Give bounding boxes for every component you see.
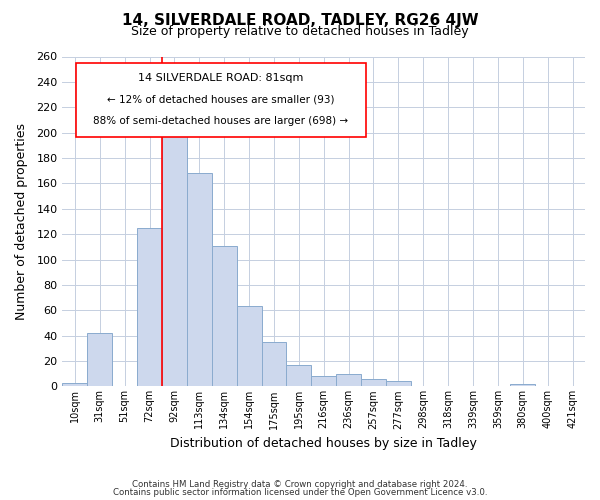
Bar [262, 342, 286, 386]
Bar [511, 384, 535, 386]
Bar [311, 376, 336, 386]
Bar [88, 333, 112, 386]
Bar [361, 379, 386, 386]
Bar [236, 306, 262, 386]
Text: 14 SILVERDALE ROAD: 81sqm: 14 SILVERDALE ROAD: 81sqm [138, 73, 303, 83]
Bar [137, 228, 162, 386]
Y-axis label: Number of detached properties: Number of detached properties [15, 123, 28, 320]
Text: Contains HM Land Registry data © Crown copyright and database right 2024.: Contains HM Land Registry data © Crown c… [132, 480, 468, 489]
Text: 14, SILVERDALE ROAD, TADLEY, RG26 4JW: 14, SILVERDALE ROAD, TADLEY, RG26 4JW [122, 12, 478, 28]
X-axis label: Distribution of detached houses by size in Tadley: Distribution of detached houses by size … [170, 437, 477, 450]
Text: ← 12% of detached houses are smaller (93): ← 12% of detached houses are smaller (93… [107, 94, 334, 104]
Bar [187, 173, 212, 386]
Bar [162, 128, 187, 386]
Bar [336, 374, 361, 386]
Text: 88% of semi-detached houses are larger (698) →: 88% of semi-detached houses are larger (… [93, 116, 348, 126]
Bar [286, 365, 311, 386]
Text: Size of property relative to detached houses in Tadley: Size of property relative to detached ho… [131, 25, 469, 38]
Bar [212, 246, 236, 386]
FancyBboxPatch shape [76, 63, 365, 138]
Bar [386, 382, 411, 386]
Text: Contains public sector information licensed under the Open Government Licence v3: Contains public sector information licen… [113, 488, 487, 497]
Bar [62, 382, 88, 386]
